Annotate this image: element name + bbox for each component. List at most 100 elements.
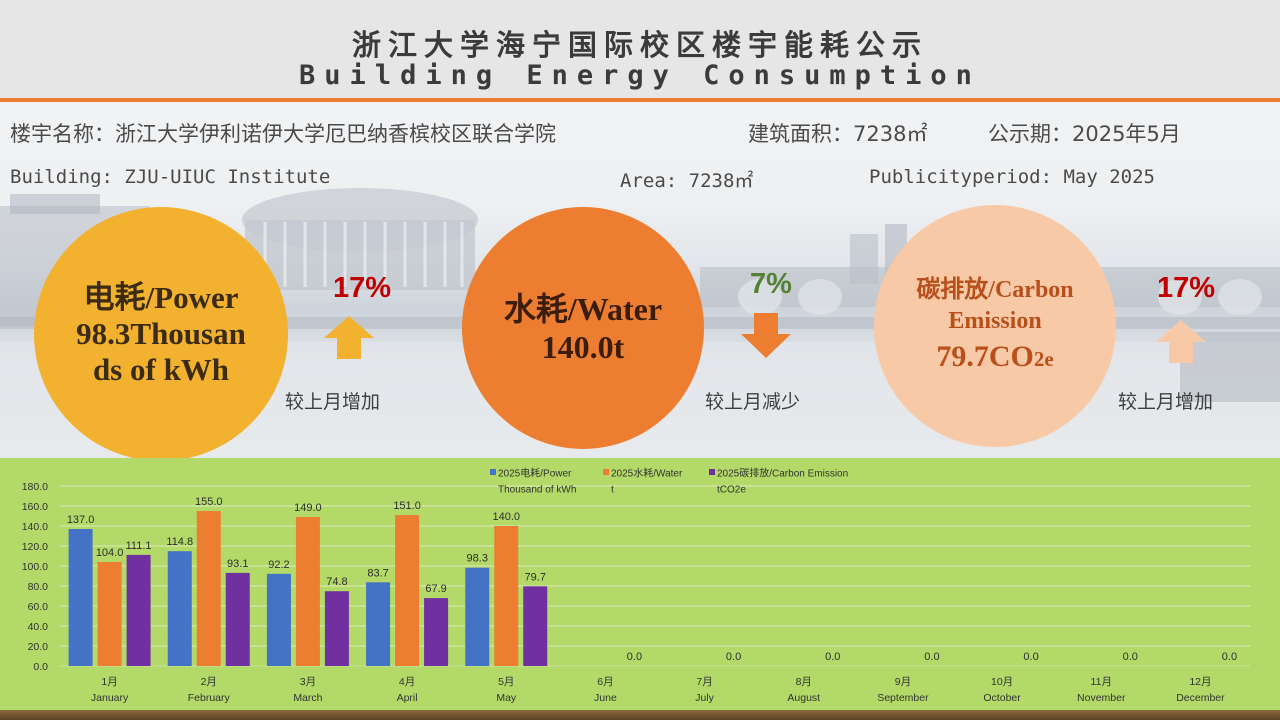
carbon-compare-label: 较上月增加 bbox=[1118, 391, 1214, 413]
page-title-en: Building Energy Consumption bbox=[299, 60, 981, 91]
data-label: 104.0 bbox=[96, 547, 124, 559]
legend-label-unit: Thousand of kWh bbox=[498, 485, 576, 496]
carbon-change-percent: 17% bbox=[1157, 272, 1216, 304]
y-tick-label: 20.0 bbox=[28, 641, 49, 653]
x-tick-label-en: February bbox=[188, 692, 231, 704]
power-compare-label: 较上月增加 bbox=[285, 391, 381, 413]
data-label: 93.1 bbox=[227, 558, 248, 570]
x-tick-label: 3月 bbox=[300, 676, 316, 688]
y-tick-label: 140.0 bbox=[22, 521, 48, 533]
x-tick-label: 5月 bbox=[498, 676, 514, 688]
x-tick-label: 1月 bbox=[101, 676, 117, 688]
x-tick-label-en: April bbox=[397, 692, 418, 704]
x-tick-label: 8月 bbox=[796, 676, 812, 688]
bar bbox=[324, 591, 349, 666]
x-tick-label: 2月 bbox=[201, 676, 217, 688]
data-label: 0.0 bbox=[1123, 651, 1138, 663]
y-tick-label: 60.0 bbox=[28, 601, 49, 613]
x-tick-label: 6月 bbox=[597, 676, 613, 688]
x-tick-label: 12月 bbox=[1189, 676, 1211, 688]
data-label: 0.0 bbox=[1023, 651, 1038, 663]
arrow-down-icon bbox=[741, 313, 791, 358]
x-tick-label-en: November bbox=[1077, 692, 1126, 704]
carbon-kpi-label-2: Emission bbox=[948, 307, 1042, 334]
x-tick-label-en: May bbox=[496, 692, 517, 704]
data-label: 0.0 bbox=[924, 651, 939, 663]
power-kpi-label: 电耗/Power bbox=[83, 280, 239, 316]
data-label: 151.0 bbox=[393, 500, 421, 512]
y-tick-label: 100.0 bbox=[22, 561, 48, 573]
data-label: 74.8 bbox=[326, 576, 347, 588]
data-label: 0.0 bbox=[1222, 651, 1237, 663]
legend-label-unit: t bbox=[611, 485, 614, 496]
legend-label-unit: tCO2e bbox=[717, 485, 746, 496]
data-label: 0.0 bbox=[825, 651, 840, 663]
water-change-percent: 7% bbox=[750, 268, 792, 300]
data-label: 98.3 bbox=[467, 553, 488, 565]
bar bbox=[97, 562, 122, 666]
bar bbox=[465, 567, 490, 666]
bar bbox=[225, 572, 250, 666]
water-compare-label: 较上月减少 bbox=[705, 391, 801, 413]
bar bbox=[395, 515, 420, 666]
building-area-en: Area: 7238㎡ bbox=[620, 170, 754, 192]
building-name-en: Building: ZJU-UIUC Institute bbox=[10, 166, 331, 188]
data-label: 83.7 bbox=[367, 567, 388, 579]
x-tick-label-en: June bbox=[594, 692, 617, 704]
bar bbox=[196, 511, 221, 666]
data-label: 92.2 bbox=[268, 559, 289, 571]
y-tick-label: 180.0 bbox=[22, 481, 48, 493]
water-kpi-label: 水耗/Water bbox=[503, 290, 663, 327]
data-label: 114.8 bbox=[166, 536, 193, 548]
carbon-kpi-value: 79.7CO2e bbox=[936, 337, 1053, 378]
footer-bar bbox=[0, 710, 1280, 720]
bar bbox=[68, 529, 93, 666]
x-tick-label-en: August bbox=[787, 692, 820, 704]
power-kpi-circle: 电耗/Power 98.3Thousan ds of kWh bbox=[34, 207, 288, 458]
x-tick-label-en: September bbox=[877, 692, 929, 704]
bar bbox=[366, 582, 391, 666]
data-label: 155.0 bbox=[195, 496, 223, 508]
legend-label: 2025水耗/Water bbox=[611, 468, 683, 480]
carbon-kpi-label: 碳排放/Carbon bbox=[916, 276, 1074, 303]
carbon-kpi-value-sub: 2e bbox=[1033, 346, 1054, 371]
y-tick-label: 80.0 bbox=[28, 581, 49, 593]
bar bbox=[126, 554, 151, 666]
monthly-energy-bar-chart: 0.0 20.0 40.0 60.0 80.0 100.0 120.0 140.0 160.0 1… bbox=[22, 467, 1250, 704]
publicity-period-en: Publicityperiod: May 2025 bbox=[869, 166, 1155, 188]
bar bbox=[295, 517, 320, 666]
building-name-cn: 楼宇名称：浙江大学伊利诺伊大学厄巴纳香槟校区联合学院 bbox=[10, 122, 556, 146]
data-label: 0.0 bbox=[627, 651, 642, 663]
bar bbox=[167, 551, 192, 666]
bar bbox=[424, 598, 449, 666]
data-label: 149.0 bbox=[294, 502, 322, 514]
power-change-percent: 17% bbox=[333, 272, 392, 304]
building-area-cn: 建筑面积：7238㎡ bbox=[748, 122, 928, 146]
carbon-kpi-circle: 碳排放/Carbon Emission 79.7CO2e bbox=[874, 205, 1116, 447]
data-label: 111.1 bbox=[126, 540, 152, 552]
data-label: 67.9 bbox=[425, 583, 446, 595]
data-label: 140.0 bbox=[492, 511, 520, 523]
x-tick-label: 7月 bbox=[696, 676, 712, 688]
legend-label: 2025电耗/Power bbox=[498, 467, 572, 480]
header-divider bbox=[0, 98, 1280, 102]
x-tick-label: 10月 bbox=[991, 676, 1013, 688]
publicity-period-cn: 公示期：2025年5月 bbox=[988, 122, 1181, 146]
x-tick-label-en: January bbox=[91, 692, 129, 704]
water-kpi-circle: 水耗/Water 140.0t bbox=[462, 207, 704, 449]
bar bbox=[523, 586, 548, 666]
header: 浙江大学海宁国际校区楼宇能耗公示 Building Energy Consump… bbox=[0, 0, 1280, 100]
x-tick-label: 4月 bbox=[399, 676, 415, 688]
bar bbox=[266, 573, 291, 666]
power-kpi-value: 98.3Thousan bbox=[76, 316, 246, 352]
legend-swatch bbox=[603, 469, 609, 475]
monthly-chart-panel: 0.0 20.0 40.0 60.0 80.0 100.0 120.0 140.0 160.0 1… bbox=[0, 458, 1280, 710]
water-kpi-value: 140.0t bbox=[541, 329, 625, 365]
page-title-cn: 浙江大学海宁国际校区楼宇能耗公示 bbox=[351, 28, 928, 62]
x-tick-label-en: December bbox=[1176, 692, 1225, 704]
x-tick-label-en: July bbox=[695, 692, 714, 704]
carbon-kpi-value-main: 79.7CO bbox=[936, 339, 1034, 373]
x-tick-label-en: March bbox=[293, 692, 322, 704]
arrow-up-icon bbox=[324, 316, 374, 359]
y-tick-label: 160.0 bbox=[22, 501, 48, 513]
